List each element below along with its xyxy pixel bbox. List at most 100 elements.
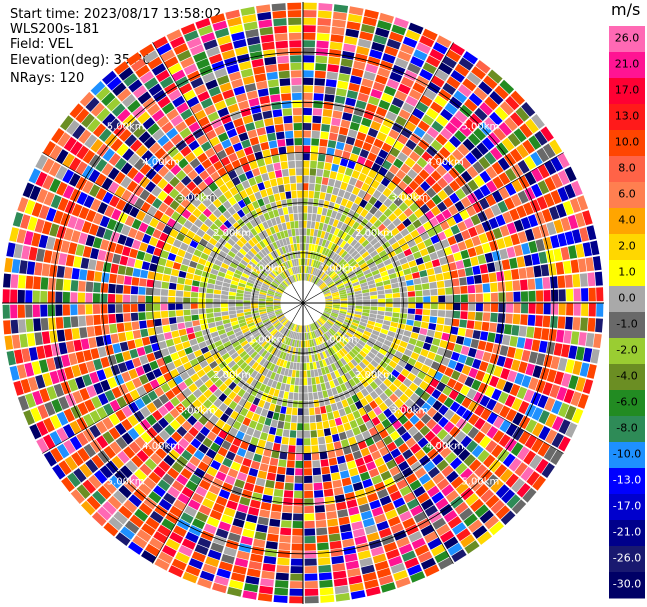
ray-gate [269,286,277,291]
ray-gate [282,360,288,368]
ray-gate [318,262,323,270]
ray-gate [303,40,316,48]
ray-gate [494,333,504,344]
ray-gate [79,269,88,281]
ray-gate [49,223,60,237]
ray-gate [525,419,538,433]
ray-gate [442,82,457,96]
ray-gate [215,419,226,429]
ray-gate [266,370,273,379]
ray-gate [357,550,371,560]
ray-gate [286,269,291,277]
ray-gate [93,358,103,371]
colorbar-tick-label: -21.0 [613,526,641,539]
ray-gate [100,239,110,251]
ray-gate [123,392,134,405]
ray-gate [325,503,336,512]
ray-gate [313,93,324,101]
ray-gate [485,166,498,179]
ray-gate [180,108,193,120]
ray-gate [206,228,215,237]
ray-gate [206,431,217,442]
ray-gate [309,415,316,423]
ray-gate [548,329,557,342]
ray-gate [131,277,140,286]
ray-gate [395,577,411,589]
ray-gate [452,444,465,456]
ray-gate [86,385,97,398]
ray-gate [400,368,410,378]
ray-gate [121,405,133,418]
ray-gate [303,438,311,446]
ray-gate [364,355,373,363]
ray-gate [419,95,433,107]
ray-gate [286,467,295,476]
ray-gate [128,401,139,414]
ray-gate [103,228,113,241]
ray-gate [192,128,205,139]
ray-gate [317,345,322,353]
ray-gate [220,294,229,300]
ray-gate [338,431,347,441]
ray-gate [296,236,300,244]
ray-gate [386,222,396,232]
ray-gate [508,457,522,472]
ray-gate [206,46,220,58]
ray-gate [235,303,243,307]
ray-gate [42,434,56,450]
ray-gate [253,453,263,463]
ray-gate [27,216,38,231]
ray-gate [385,153,396,164]
ray-gate [324,162,332,171]
ray-gate [524,228,535,242]
ray-gate [268,345,275,353]
ray-gate [388,273,397,280]
ray-gate [102,501,117,516]
ray-gate [103,522,119,537]
ray-gate [154,386,165,397]
ray-gate [454,232,464,243]
ray-gate [373,241,382,250]
ray-gate [321,207,328,216]
ray-gate [293,213,299,221]
ray-gate [258,232,265,240]
ray-gate [355,417,365,426]
ray-gate [128,494,142,508]
ray-gate [212,335,221,343]
ray-gate [209,251,218,259]
ray-gate [140,406,151,418]
ray-gate [406,343,415,351]
ray-gate [582,379,594,394]
ray-gate [310,160,317,169]
ray-gate [304,520,315,529]
ray-gate [512,280,521,291]
ray-gate [467,192,478,205]
ray-gate [144,458,157,471]
ray-gate [24,362,35,377]
ray-gate [296,258,299,266]
ray-gate [228,391,237,400]
ray-gate [414,186,425,197]
ray-gate [328,533,341,542]
ray-gate [367,320,376,326]
ray-gate [111,386,122,399]
ray-gate [214,408,224,419]
ray-gate [239,189,248,199]
ray-gate [467,347,477,358]
ray-gate [303,115,312,123]
ray-gate [477,449,490,463]
ray-gate [316,245,322,253]
ray-gate [213,289,222,295]
ray-gate [558,303,566,316]
ray-gate [394,57,409,69]
ray-gate [442,172,454,184]
ray-gate [283,230,289,238]
ray-gate [407,564,423,576]
ray-gate [332,309,340,313]
ray-gate [448,205,459,216]
ray-gate [93,282,101,293]
ray-gate [500,510,516,525]
ray-gate [461,397,472,409]
ray-gate [430,234,440,244]
ray-gate [34,262,43,276]
